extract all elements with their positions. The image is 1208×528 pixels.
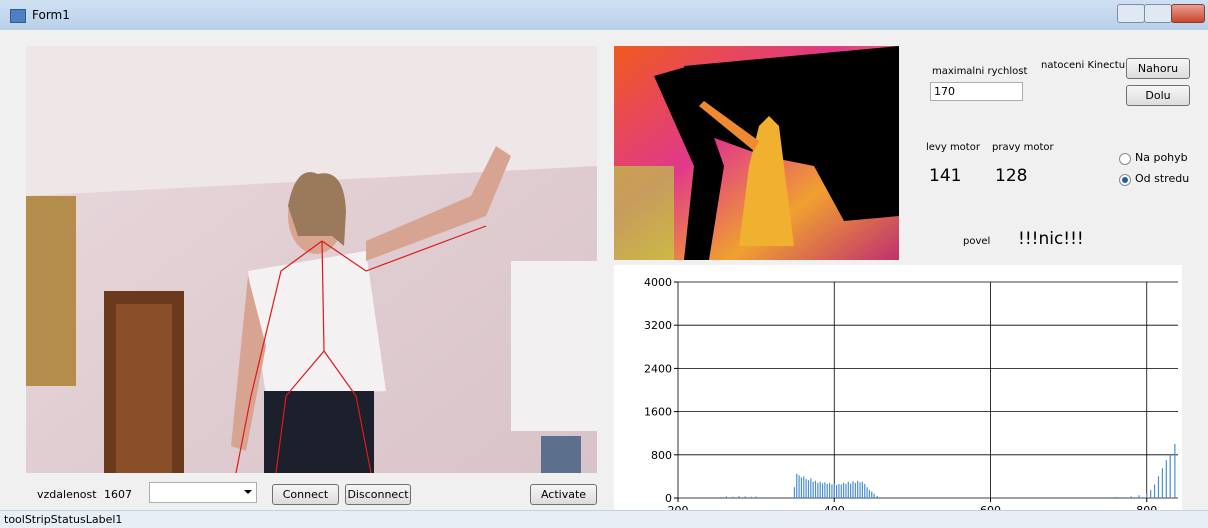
right-motor-value: 128 <box>995 166 1028 186</box>
bar <box>812 481 814 498</box>
bar <box>833 483 835 498</box>
bar <box>850 483 852 498</box>
bar <box>1169 454 1171 498</box>
bar <box>798 475 800 498</box>
bar <box>1161 468 1163 498</box>
bar <box>805 479 807 498</box>
combo-arrow <box>244 490 252 494</box>
up-button[interactable]: Nahoru <box>1126 58 1190 79</box>
distance-label: vzdalenost <box>37 488 97 501</box>
bar <box>843 482 845 498</box>
x-tick-label: 800 <box>1136 504 1157 510</box>
title-bar: Form1 <box>0 0 1208 30</box>
camera-image <box>26 46 597 473</box>
combo-box[interactable] <box>149 482 257 503</box>
bar <box>859 482 861 498</box>
depth-image <box>614 46 899 260</box>
left-motor-label: levy motor <box>926 142 980 153</box>
bar <box>868 489 871 498</box>
bar <box>819 481 821 498</box>
bar <box>720 496 722 498</box>
x-tick-label: 400 <box>824 504 845 510</box>
bar <box>793 487 796 498</box>
bar <box>1153 484 1156 498</box>
bar <box>826 483 828 498</box>
bar <box>1165 460 1167 498</box>
bar <box>835 485 838 498</box>
bar <box>847 481 849 498</box>
x-tick-label: 600 <box>980 504 1001 510</box>
y-tick-label: 2400 <box>644 362 672 375</box>
bar <box>824 482 826 498</box>
bar <box>807 480 810 498</box>
bar <box>1150 489 1152 498</box>
command-label: povel <box>963 236 991 247</box>
bar <box>838 483 840 498</box>
bar <box>796 473 798 498</box>
bar <box>873 493 875 498</box>
bar <box>1157 476 1160 498</box>
bar <box>803 476 805 498</box>
radio-center-label: Od stredu <box>1135 172 1190 185</box>
histogram-chart: 0 800 1600 2400 3200 4000 200 400 600 800 <box>614 265 1182 510</box>
bar <box>845 483 847 498</box>
bar <box>738 496 740 498</box>
radio-dot <box>1122 177 1128 183</box>
y-tick-label: 800 <box>651 449 672 462</box>
bar <box>725 496 728 498</box>
y-tick-label: 3200 <box>644 319 672 332</box>
bar <box>750 496 753 498</box>
disconnect-button[interactable]: Disconnect <box>345 484 411 505</box>
x-tick-label: 200 <box>668 504 689 510</box>
bar <box>857 480 859 498</box>
y-tick-label: 4000 <box>644 276 672 289</box>
bar <box>744 496 746 498</box>
bar <box>810 478 812 498</box>
bar <box>1174 444 1176 498</box>
bar <box>854 482 856 498</box>
y-tick-label: 0 <box>665 492 672 505</box>
bar <box>861 481 863 498</box>
radio-motion[interactable] <box>1119 153 1131 165</box>
kinect-label: natoceni Kinectu <box>1041 60 1126 71</box>
activate-button[interactable]: Activate <box>530 484 597 505</box>
down-button[interactable]: Dolu <box>1126 85 1190 106</box>
bar <box>755 496 757 498</box>
app-icon <box>10 9 26 23</box>
bar <box>840 484 842 498</box>
left-motor-value: 141 <box>929 166 962 186</box>
y-tick-label: 1600 <box>644 406 672 419</box>
max-speed-input[interactable]: 170 <box>930 82 1023 101</box>
bar <box>831 484 833 498</box>
bar <box>817 482 819 498</box>
bar <box>864 483 866 498</box>
bar <box>828 482 831 498</box>
bar <box>814 480 817 498</box>
max-speed-label: maximalni rychlost <box>932 66 1028 77</box>
distance-value: 1607 <box>104 488 132 501</box>
minimize-button[interactable] <box>1117 4 1145 23</box>
bar <box>852 481 854 498</box>
close-button[interactable] <box>1171 4 1205 23</box>
status-label: toolStripStatusLabel1 <box>4 513 123 526</box>
bar <box>1138 495 1140 498</box>
bar <box>821 483 824 498</box>
command-value: !!!nic!!! <box>1018 229 1084 249</box>
bar <box>871 491 873 498</box>
bar <box>1146 493 1148 498</box>
connect-button[interactable]: Connect <box>272 484 339 505</box>
radio-motion-label: Na pohyb <box>1135 151 1188 164</box>
bar <box>866 487 868 498</box>
right-motor-label: pravy motor <box>992 142 1054 153</box>
status-bar: toolStripStatusLabel1 <box>0 510 1208 528</box>
maximize-button[interactable] <box>1144 4 1172 23</box>
bar <box>876 495 878 498</box>
bar <box>1114 496 1117 498</box>
bar <box>1130 496 1132 498</box>
radio-center[interactable] <box>1119 174 1131 186</box>
bar <box>732 496 734 498</box>
window-title: Form1 <box>32 8 70 22</box>
bar <box>800 477 803 498</box>
